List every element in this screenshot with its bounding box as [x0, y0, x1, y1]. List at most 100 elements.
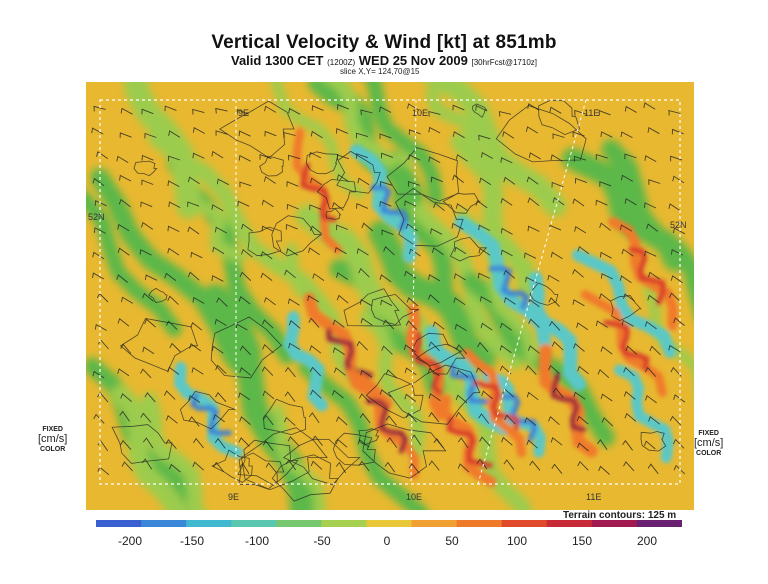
wind-barb — [167, 225, 180, 233]
wind-barb — [359, 412, 371, 424]
updraft-core-band — [300, 162, 337, 222]
wind-barb — [480, 322, 493, 331]
wind-barb — [452, 131, 465, 139]
map-panel: 9E 10E 11E 9E 10E 11E 52N 52N — [86, 82, 694, 510]
wind-barb — [141, 221, 154, 230]
wind-barb — [431, 247, 444, 256]
wind-barb — [215, 392, 227, 403]
terrain-contour — [237, 439, 299, 486]
colorbar-segment — [141, 520, 187, 527]
wind-barb — [145, 274, 158, 281]
lon-label-bottom-10e: 10E — [406, 492, 422, 502]
wind-barb — [671, 249, 684, 256]
terrain-contour — [325, 208, 342, 220]
wind-barb — [477, 341, 489, 353]
wind-barb — [144, 392, 156, 403]
wind-barb — [527, 345, 540, 354]
updraft-band — [295, 204, 437, 353]
wind-barb — [405, 320, 418, 330]
colorbar-segment — [411, 520, 458, 527]
wind-barb — [428, 126, 441, 134]
wind-barb — [526, 391, 539, 401]
colorbar-tick-label: 150 — [571, 534, 593, 548]
wind-barb — [547, 274, 560, 282]
terrain-contour — [111, 424, 173, 464]
wind-barb — [597, 439, 608, 451]
wind-barb — [573, 155, 586, 162]
terrain-contour — [282, 438, 361, 486]
wind-barb — [190, 251, 203, 259]
wind-barb — [644, 155, 657, 162]
wind-barb — [673, 227, 686, 235]
wind-barb — [259, 153, 272, 160]
wind-barb — [164, 105, 177, 112]
wind-barb — [672, 175, 685, 184]
wind-barb — [620, 131, 633, 138]
wind-barb — [336, 294, 349, 304]
wind-barb — [385, 369, 398, 379]
wind-barb — [527, 197, 540, 207]
wind-barb — [595, 320, 608, 328]
colorbar-segment — [321, 520, 367, 527]
wind-barb — [379, 106, 392, 113]
wind-barb — [552, 133, 565, 140]
wind-barb — [479, 436, 491, 447]
terrain-contours-note: Terrain contours: 125 m — [563, 510, 677, 521]
wind-barb — [357, 438, 370, 448]
wind-barb — [117, 368, 130, 377]
wind-barb — [119, 132, 132, 138]
right-unit-label: FIXED [cm/s] COLOR — [694, 430, 723, 457]
wind-barb — [457, 463, 470, 473]
wind-barb — [239, 271, 252, 282]
wind-barb — [526, 439, 538, 449]
wind-barb — [216, 297, 228, 307]
wind-barb — [529, 460, 541, 471]
wind-barb — [288, 342, 301, 350]
updraft-band — [124, 82, 201, 219]
wind-barb — [92, 251, 105, 260]
wind-barb — [93, 413, 105, 424]
wind-barb — [144, 318, 156, 328]
wind-barb — [213, 461, 225, 473]
colorbar-segment — [366, 520, 413, 527]
wind-barb — [451, 222, 464, 230]
wind-barb — [260, 251, 273, 260]
wind-barb — [476, 458, 488, 470]
wind-barb — [211, 345, 224, 354]
wind-barb — [525, 276, 538, 284]
terrain-contour — [247, 226, 282, 257]
wind-barb — [92, 370, 105, 379]
wind-barb — [262, 414, 274, 426]
wind-barb — [141, 108, 154, 115]
wind-barb — [623, 293, 635, 302]
wind-barb — [187, 271, 200, 281]
wind-barb — [211, 150, 224, 159]
wind-barb — [598, 465, 610, 475]
left-unit-label: FIXED [cm/s] COLOR — [38, 426, 67, 453]
terrain-contour — [210, 316, 283, 379]
colorbar-tick-label: -200 — [117, 534, 143, 548]
wind-barb — [360, 109, 373, 116]
wind-barb — [575, 177, 588, 184]
wind-barb — [455, 344, 468, 355]
wind-barb — [527, 103, 540, 111]
wind-barb — [404, 367, 417, 376]
wind-barb — [260, 272, 273, 281]
wind-barb — [120, 343, 132, 354]
wind-barb — [337, 104, 350, 110]
wind-barb — [648, 271, 661, 280]
wind-barb — [167, 180, 180, 187]
wind-barb — [577, 460, 589, 471]
wind-barb — [91, 127, 104, 135]
terrain-contour — [316, 178, 357, 210]
wind-barb — [286, 181, 299, 187]
terrain-contour — [133, 160, 158, 177]
wind-barb — [381, 345, 393, 355]
wind-barb — [577, 365, 589, 375]
updraft-band — [90, 167, 264, 391]
wind-barb — [624, 105, 637, 113]
wind-barb — [481, 390, 493, 400]
valid-date: WED 25 Nov 2009 — [358, 53, 468, 68]
meridian-10e — [410, 99, 417, 485]
right-unit: [cm/s] — [694, 437, 724, 449]
